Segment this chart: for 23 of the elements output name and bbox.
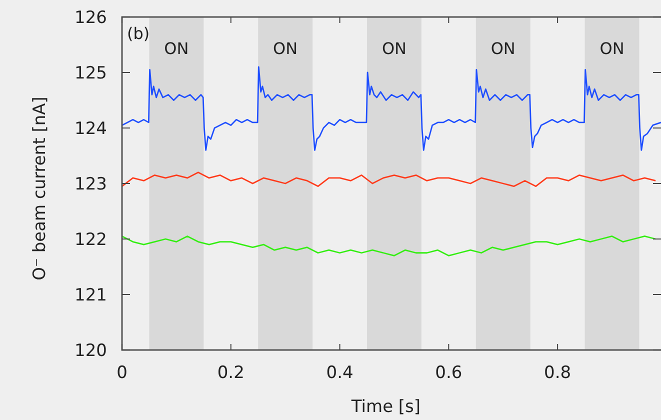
x-tick-label: 0 bbox=[116, 363, 128, 383]
x-tick-label: 0.2 bbox=[217, 363, 244, 383]
y-tick-label: 124 bbox=[74, 119, 107, 139]
band-label: ON bbox=[490, 39, 516, 58]
x-tick-label: 0.8 bbox=[544, 363, 572, 383]
y-tick-label: 126 bbox=[74, 8, 107, 28]
x-axis-title: Time [s] bbox=[350, 397, 421, 417]
line-series bbox=[122, 66, 661, 151]
line-series bbox=[122, 172, 656, 187]
y-tick-label: 121 bbox=[74, 286, 107, 306]
y-tick-label: 125 bbox=[74, 64, 107, 84]
x-tick-label: 0.4 bbox=[326, 363, 354, 383]
x-tick-label: 0.6 bbox=[435, 363, 462, 383]
line-series bbox=[122, 236, 656, 256]
band-label: ON bbox=[382, 39, 407, 58]
y-axis-title: O⁻ beam current [nA] bbox=[30, 96, 50, 280]
annotation: (b) bbox=[127, 24, 150, 43]
y-tick-label: 120 bbox=[74, 341, 107, 361]
y-tick-label: 123 bbox=[74, 174, 107, 194]
band-label: ON bbox=[164, 39, 189, 58]
band-label: ON bbox=[273, 39, 298, 58]
y-tick-label: 122 bbox=[74, 230, 107, 250]
band-label: ON bbox=[600, 39, 624, 58]
